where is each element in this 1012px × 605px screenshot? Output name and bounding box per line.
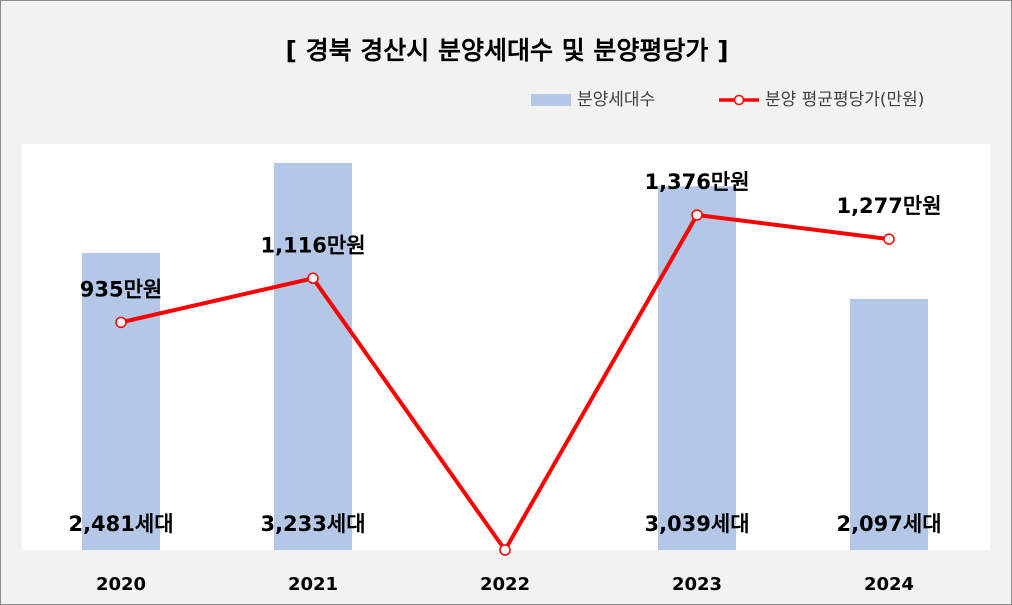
legend-label-households: 분양세대수	[577, 90, 656, 110]
household-label-2021: 3,233세대	[260, 512, 365, 536]
legend-label-price: 분양 평균평당가(만원)	[765, 90, 925, 110]
price-point-2022	[499, 544, 511, 556]
price-point-2023	[691, 209, 703, 221]
bar-2020	[82, 253, 160, 550]
bar-2024	[850, 298, 928, 550]
price-point-2020	[115, 316, 127, 329]
bar-series	[82, 163, 928, 550]
legend-bar-swatch	[531, 94, 571, 106]
price-label-2020: 935만원	[80, 277, 162, 301]
household-label-2023: 3,039세대	[644, 512, 749, 536]
line-series	[115, 209, 895, 556]
bar-2023	[658, 186, 736, 550]
x-tick-2020: 2020	[96, 574, 146, 595]
bar-2021	[274, 163, 352, 550]
x-tick-2024: 2024	[864, 574, 914, 595]
price-point-2024	[883, 233, 895, 245]
legend-item-households: 분양세대수	[531, 85, 655, 110]
price-label-2021: 1,116만원	[260, 233, 365, 257]
x-tick-2021: 2021	[288, 574, 338, 595]
plot-area	[22, 144, 990, 550]
data-labels: 935만원 1,116만원 1,376만원 1,277만원 2,481세대 3,233세대…	[68, 170, 941, 536]
household-label-2024: 2,097세대	[836, 512, 941, 536]
legend-item-price: 분양 평균평당가(만원)	[719, 85, 924, 110]
x-axis-ticks: 2020 2021 2022 2023 2024	[96, 574, 914, 595]
price-point-2021	[307, 272, 319, 285]
price-label-2024: 1,277만원	[836, 194, 941, 218]
legend-line-swatch	[719, 94, 759, 106]
household-label-2020: 2,481세대	[68, 512, 173, 536]
price-label-2023: 1,376만원	[644, 170, 749, 194]
chart-title: [ 경북 경산시 분양세대수 및 분양평당가 ]	[285, 36, 729, 65]
x-tick-2022: 2022	[480, 574, 530, 595]
x-tick-2023: 2023	[672, 574, 722, 595]
